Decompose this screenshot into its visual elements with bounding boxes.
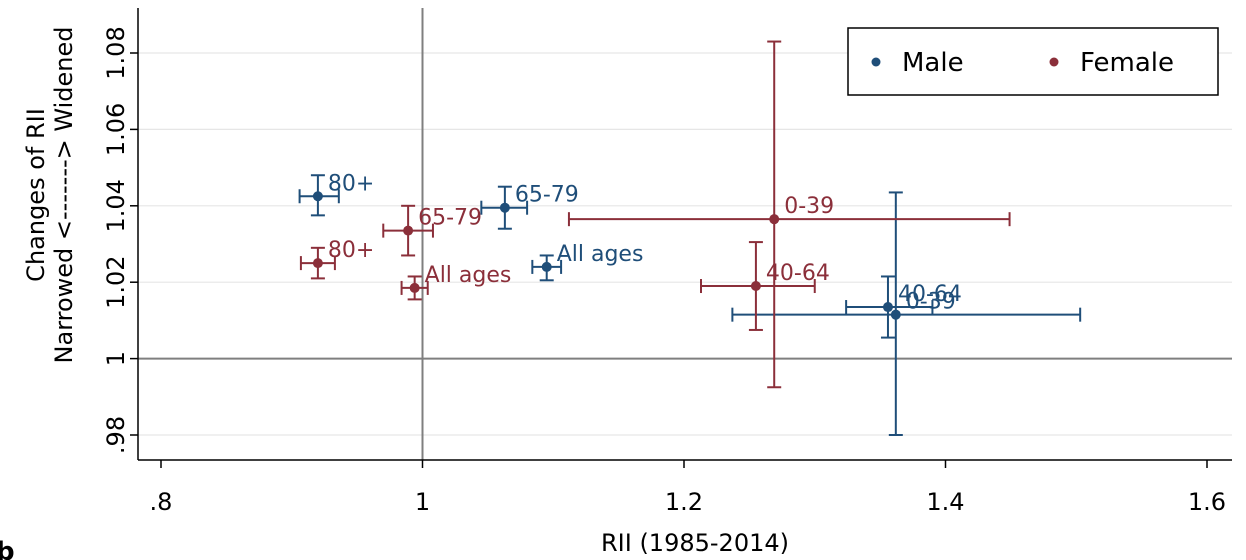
point-male bbox=[499, 202, 510, 213]
point-female bbox=[312, 258, 323, 269]
x-tick-label: 1 bbox=[415, 488, 430, 516]
legend-swatch-male bbox=[871, 57, 881, 67]
y-tick-label: 1 bbox=[102, 351, 130, 366]
x-tick-label: .8 bbox=[150, 488, 173, 516]
point-female bbox=[409, 282, 420, 293]
y-tick-label: 1.06 bbox=[102, 103, 130, 156]
y-tick-label: 1.04 bbox=[102, 179, 130, 232]
point-label-male: 0-39 bbox=[906, 290, 956, 315]
legend-label-male: Male bbox=[902, 48, 964, 78]
legend-box bbox=[847, 27, 1219, 96]
x-tick-label: 1.4 bbox=[926, 488, 964, 516]
point-label-male: 65-79 bbox=[515, 183, 579, 208]
y-tick-label: .98 bbox=[102, 416, 130, 454]
legend-label-female: Female bbox=[1080, 48, 1174, 78]
point-male bbox=[890, 309, 901, 320]
y-axis-title-line1: Changes of RII bbox=[22, 108, 50, 282]
x-axis-title: RII (1985-2014) bbox=[601, 529, 789, 557]
point-label-female: 0-39 bbox=[784, 194, 834, 219]
x-tick-label: 1.6 bbox=[1188, 488, 1226, 516]
axes bbox=[137, 8, 1232, 461]
point-male bbox=[882, 302, 893, 313]
point-label-female: All ages bbox=[425, 263, 512, 288]
legend-swatch-female bbox=[1049, 57, 1059, 67]
panel-letter: b bbox=[0, 537, 15, 560]
point-male bbox=[312, 191, 323, 202]
legend: Male Female bbox=[847, 27, 1219, 96]
point-label-male: 40-64 bbox=[898, 282, 962, 307]
x-axis-ticks: .8 1 1.2 1.4 1.6 bbox=[150, 460, 1226, 516]
point-label-female: 40-64 bbox=[766, 261, 830, 286]
point-female bbox=[750, 281, 761, 292]
reference-lines bbox=[138, 8, 1232, 460]
y-axis-title-line2: Narrowed <-------> Widened bbox=[50, 27, 78, 364]
point-label-female: 65-79 bbox=[418, 206, 482, 231]
point-female bbox=[403, 225, 414, 236]
point-male bbox=[541, 261, 552, 272]
point-label-female: 80+ bbox=[328, 238, 374, 263]
point-label-male: 80+ bbox=[328, 171, 374, 196]
point-label-male: All ages bbox=[557, 242, 644, 267]
point-female bbox=[769, 214, 780, 225]
y-axis-ticks: .98 1 1.02 1.04 1.06 1.08 bbox=[102, 26, 138, 454]
x-tick-label: 1.2 bbox=[665, 488, 703, 516]
y-tick-label: 1.02 bbox=[102, 255, 130, 308]
y-tick-label: 1.08 bbox=[102, 26, 130, 79]
